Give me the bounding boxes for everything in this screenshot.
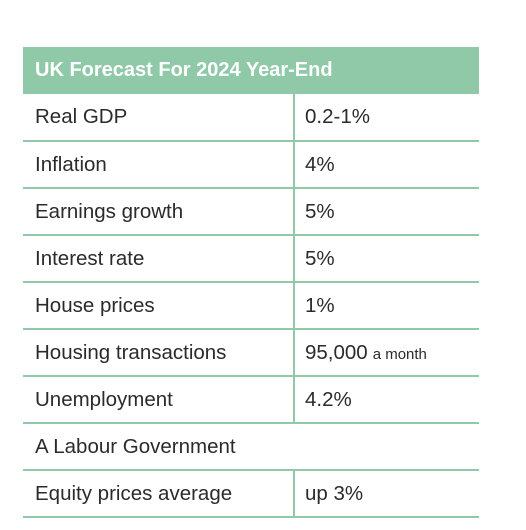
row-value-cell: 5% bbox=[293, 236, 479, 281]
table-row: Interest rate 5% bbox=[23, 236, 479, 283]
row-label: Inflation bbox=[35, 152, 107, 176]
row-label: House prices bbox=[35, 293, 155, 317]
row-label: Unemployment bbox=[35, 387, 173, 411]
row-value-cell: 4% bbox=[293, 142, 479, 187]
table-row: House prices 1% bbox=[23, 283, 479, 330]
row-unit: a month bbox=[372, 345, 427, 363]
row-value-cell: 1% bbox=[293, 283, 479, 328]
table-row: Earnings growth 5% bbox=[23, 189, 479, 236]
row-label: Earnings growth bbox=[35, 199, 184, 223]
row-value-cell: 5% bbox=[293, 189, 479, 234]
row-value-cell: 4.2% bbox=[293, 377, 479, 422]
row-value: 5% bbox=[305, 246, 335, 270]
row-value: 4.2% bbox=[305, 387, 352, 411]
table-row: Real GDP 0.2-1% bbox=[23, 94, 479, 142]
row-value: 95,000 bbox=[305, 340, 368, 364]
table-row: Housing transactions 95,000 a month bbox=[23, 330, 479, 377]
row-value: 5% bbox=[305, 199, 335, 223]
row-label: Equity prices average bbox=[35, 481, 233, 505]
row-label: Real GDP bbox=[35, 105, 128, 128]
row-value: 0.2-1% bbox=[305, 105, 370, 128]
row-label: Housing transactions bbox=[35, 340, 227, 364]
table-row: Equity prices average up 3% bbox=[23, 471, 479, 518]
row-value-cell: 95,000 a month bbox=[293, 330, 479, 375]
row-label: A Labour Government bbox=[35, 434, 236, 458]
table-row: A Labour Government bbox=[23, 424, 479, 471]
row-value-cell: up 3% bbox=[293, 471, 479, 516]
table-row: Inflation 4% bbox=[23, 142, 479, 189]
row-value: up 3% bbox=[305, 481, 364, 505]
row-label: Interest rate bbox=[35, 246, 145, 270]
row-value-cell: 0.2-1% bbox=[293, 94, 479, 140]
forecast-table: UK Forecast For 2024 Year-End Real GDP 0… bbox=[23, 47, 479, 518]
table-title: UK Forecast For 2024 Year-End bbox=[23, 47, 479, 94]
row-value: 1% bbox=[305, 293, 335, 317]
row-value: 4% bbox=[305, 152, 335, 176]
table-row: Unemployment 4.2% bbox=[23, 377, 479, 424]
